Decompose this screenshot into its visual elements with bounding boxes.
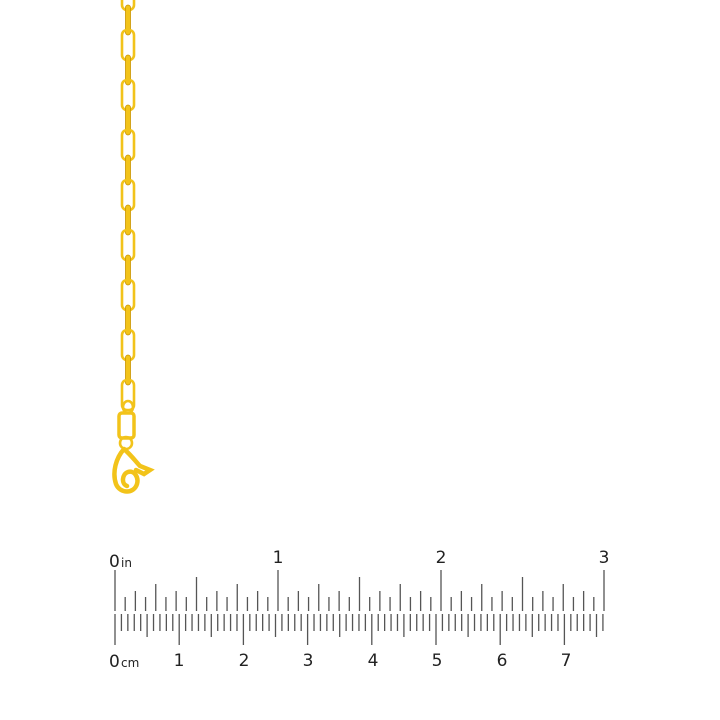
inch-label-2: 2: [436, 548, 447, 568]
chain-link: [125, 4, 131, 36]
cm-label-3: 3: [303, 651, 314, 671]
gold-paperclip-chain: [112, 0, 155, 494]
inch-zero-label: 0: [109, 552, 120, 572]
cm-label-4: 4: [368, 651, 379, 671]
chain-link: [125, 104, 131, 136]
inch-unit-label: in: [121, 556, 132, 570]
chain-link: [125, 204, 131, 236]
cm-label-5: 5: [432, 651, 443, 671]
cm-label-1: 1: [174, 651, 185, 671]
chain-link: [125, 354, 131, 386]
inch-label-1: 1: [273, 548, 284, 568]
chain-link: [125, 304, 131, 336]
chain-link: [125, 54, 131, 86]
lobster-clasp: [112, 446, 155, 494]
cm-unit-label: cm: [121, 656, 139, 670]
chain-link: [125, 254, 131, 286]
chain-link: [125, 154, 131, 186]
cm-label-6: 6: [497, 651, 508, 671]
cm-label-2: 2: [239, 651, 250, 671]
cm-zero-label: 0: [109, 652, 120, 672]
inch-label-3: 3: [599, 548, 610, 568]
chain-link: [120, 378, 136, 412]
cm-label-7: 7: [561, 651, 572, 671]
